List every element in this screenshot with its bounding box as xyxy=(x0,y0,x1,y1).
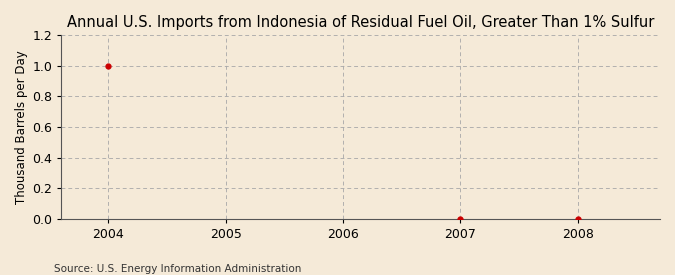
Title: Annual U.S. Imports from Indonesia of Residual Fuel Oil, Greater Than 1% Sulfur: Annual U.S. Imports from Indonesia of Re… xyxy=(67,15,654,30)
Text: Source: U.S. Energy Information Administration: Source: U.S. Energy Information Administ… xyxy=(54,264,301,274)
Y-axis label: Thousand Barrels per Day: Thousand Barrels per Day xyxy=(15,50,28,204)
